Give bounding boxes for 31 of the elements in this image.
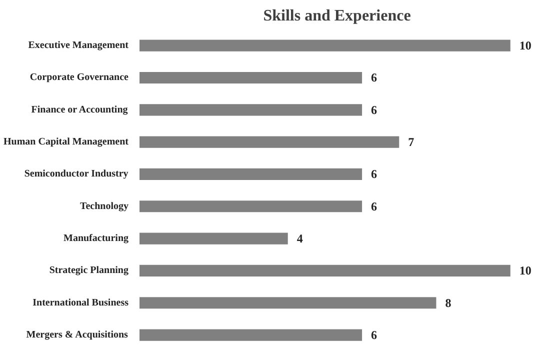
- bar: [140, 232, 288, 244]
- data-label: 6: [371, 328, 378, 342]
- y-tick-label: International Business: [32, 297, 129, 308]
- bar: [140, 297, 436, 309]
- chart-title: Skills and Experience: [263, 8, 411, 24]
- y-tick-label: Technology: [80, 200, 128, 212]
- data-label: 6: [371, 199, 378, 214]
- data-label: 7: [408, 135, 414, 150]
- y-tick-label: Human Capital Management: [4, 136, 130, 148]
- bar: [140, 136, 400, 148]
- data-label: 4: [296, 232, 303, 246]
- data-label: 6: [371, 167, 378, 182]
- data-label: 6: [371, 70, 378, 85]
- y-tick-label: Manufacturing: [64, 233, 128, 244]
- bar: [140, 40, 510, 52]
- bar: [140, 264, 510, 276]
- y-tick-label: Finance or Accounting: [31, 104, 128, 116]
- bar: [140, 72, 362, 84]
- y-tick-label: Semiconductor Industry: [24, 168, 128, 180]
- y-tick-label: Mergers & Acquisitions: [26, 330, 128, 341]
- data-label: 6: [371, 102, 378, 117]
- bar: [140, 329, 362, 341]
- bar: [140, 104, 362, 116]
- data-label: 10: [519, 38, 532, 53]
- y-tick-label: Executive Management: [28, 40, 130, 52]
- data-label: 8: [445, 296, 452, 310]
- data-label: 10: [519, 264, 532, 278]
- bar: [140, 168, 362, 180]
- bar: [140, 200, 362, 212]
- y-tick-label: Corporate Governance: [30, 72, 130, 84]
- y-tick-label: Strategic Planning: [49, 265, 129, 276]
